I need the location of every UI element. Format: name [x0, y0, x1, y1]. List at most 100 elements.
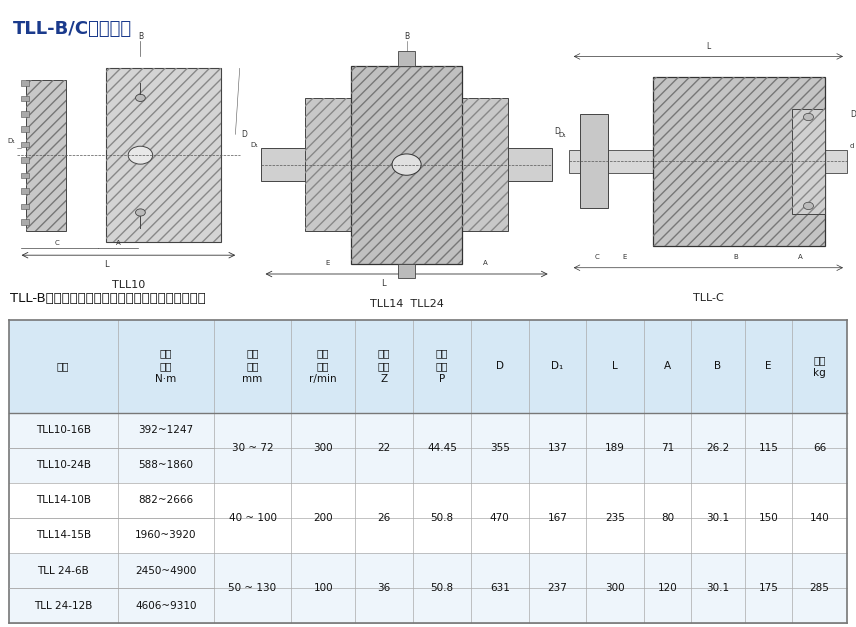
Text: 22: 22 — [377, 443, 390, 453]
Text: 137: 137 — [548, 443, 568, 453]
Bar — [652, 76, 825, 246]
Bar — [21, 142, 29, 147]
Text: E: E — [622, 254, 627, 260]
Text: D: D — [496, 361, 503, 371]
Text: D₁: D₁ — [8, 139, 15, 144]
Text: C: C — [55, 240, 60, 246]
Text: 175: 175 — [758, 583, 778, 593]
Bar — [26, 80, 66, 231]
Text: E: E — [326, 260, 330, 266]
Bar — [9, 448, 847, 483]
Text: 2450~4900: 2450~4900 — [135, 566, 197, 576]
Bar — [9, 413, 847, 448]
Text: D₁: D₁ — [251, 142, 259, 148]
Bar — [21, 219, 29, 224]
Text: TLL 24-12B: TLL 24-12B — [34, 601, 92, 611]
Text: 50.8: 50.8 — [431, 583, 454, 593]
Bar — [9, 518, 847, 553]
Text: TLL-C: TLL-C — [693, 293, 723, 303]
Text: 36: 36 — [377, 583, 390, 593]
Text: 40 ~ 100: 40 ~ 100 — [229, 513, 276, 523]
Text: 44.45: 44.45 — [427, 443, 457, 453]
Bar — [9, 483, 847, 518]
Text: L: L — [381, 279, 386, 288]
Text: D: D — [241, 130, 247, 139]
Text: 66: 66 — [813, 443, 826, 453]
Text: TLL10-16B: TLL10-16B — [36, 425, 91, 435]
Text: 115: 115 — [758, 443, 778, 453]
Text: D: D — [555, 127, 561, 136]
Text: 167: 167 — [548, 513, 568, 523]
Text: 50.8: 50.8 — [431, 513, 454, 523]
Text: 200: 200 — [313, 513, 333, 523]
Bar — [462, 98, 508, 231]
Text: 26: 26 — [377, 513, 390, 523]
Bar — [21, 80, 29, 86]
Text: 链轮
节距
P: 链轮 节距 P — [436, 349, 449, 384]
Text: B: B — [404, 32, 409, 41]
Text: 189: 189 — [605, 443, 625, 453]
Text: 扭矩
范围
N·m: 扭矩 范围 N·m — [155, 349, 176, 384]
Bar — [26, 80, 66, 231]
Text: 26.2: 26.2 — [706, 443, 729, 453]
Text: A: A — [483, 260, 488, 266]
Text: 型号: 型号 — [56, 361, 69, 371]
Text: 120: 120 — [657, 583, 678, 593]
Text: D₁: D₁ — [559, 132, 567, 138]
Bar — [398, 51, 415, 66]
Circle shape — [135, 209, 146, 216]
Bar — [462, 98, 508, 231]
Circle shape — [804, 113, 813, 120]
Text: 235: 235 — [605, 513, 625, 523]
Bar — [398, 263, 415, 278]
Bar — [21, 127, 29, 132]
Text: 80: 80 — [661, 513, 675, 523]
Text: 631: 631 — [490, 583, 509, 593]
Bar — [792, 108, 825, 214]
Text: 50 ~ 130: 50 ~ 130 — [229, 583, 276, 593]
Bar — [305, 98, 351, 231]
Text: 392~1247: 392~1247 — [139, 425, 193, 435]
Text: 140: 140 — [810, 513, 829, 523]
Bar — [580, 114, 608, 208]
Text: TLL-B/C联轴器型: TLL-B/C联轴器型 — [13, 20, 132, 38]
Text: 链轮
齿数
Z: 链轮 齿数 Z — [377, 349, 390, 384]
Text: TLL 24-6B: TLL 24-6B — [38, 566, 89, 576]
Bar — [569, 150, 847, 173]
Text: 300: 300 — [313, 443, 333, 453]
Circle shape — [128, 146, 152, 164]
Text: 150: 150 — [758, 513, 778, 523]
Text: L: L — [706, 43, 710, 51]
Text: 4606~9310: 4606~9310 — [135, 601, 197, 611]
Text: 300: 300 — [605, 583, 625, 593]
Bar — [652, 76, 825, 246]
Text: 30.1: 30.1 — [706, 513, 729, 523]
Bar — [500, 148, 552, 181]
Bar — [21, 111, 29, 117]
Text: A: A — [798, 254, 803, 260]
Text: L: L — [612, 361, 618, 371]
Text: 588~1860: 588~1860 — [139, 460, 193, 470]
Bar — [105, 68, 222, 242]
Text: 470: 470 — [490, 513, 509, 523]
Text: 孔径
范围
mm: 孔径 范围 mm — [242, 349, 263, 384]
Bar — [21, 96, 29, 101]
Bar — [792, 108, 825, 214]
Text: 882~2666: 882~2666 — [139, 495, 193, 505]
Text: 355: 355 — [490, 443, 509, 453]
Text: B: B — [734, 254, 739, 260]
Text: d: d — [850, 142, 854, 149]
Bar — [9, 588, 847, 623]
Bar — [21, 188, 29, 194]
Text: 重量
kg: 重量 kg — [813, 355, 826, 377]
Text: D₁: D₁ — [551, 361, 563, 371]
Text: A: A — [664, 361, 671, 371]
Text: C: C — [595, 254, 599, 260]
Bar — [305, 98, 351, 231]
Bar — [261, 148, 313, 181]
Circle shape — [804, 203, 813, 209]
Text: E: E — [765, 361, 771, 371]
Bar — [21, 204, 29, 209]
Circle shape — [392, 154, 421, 175]
Text: A: A — [116, 240, 120, 246]
